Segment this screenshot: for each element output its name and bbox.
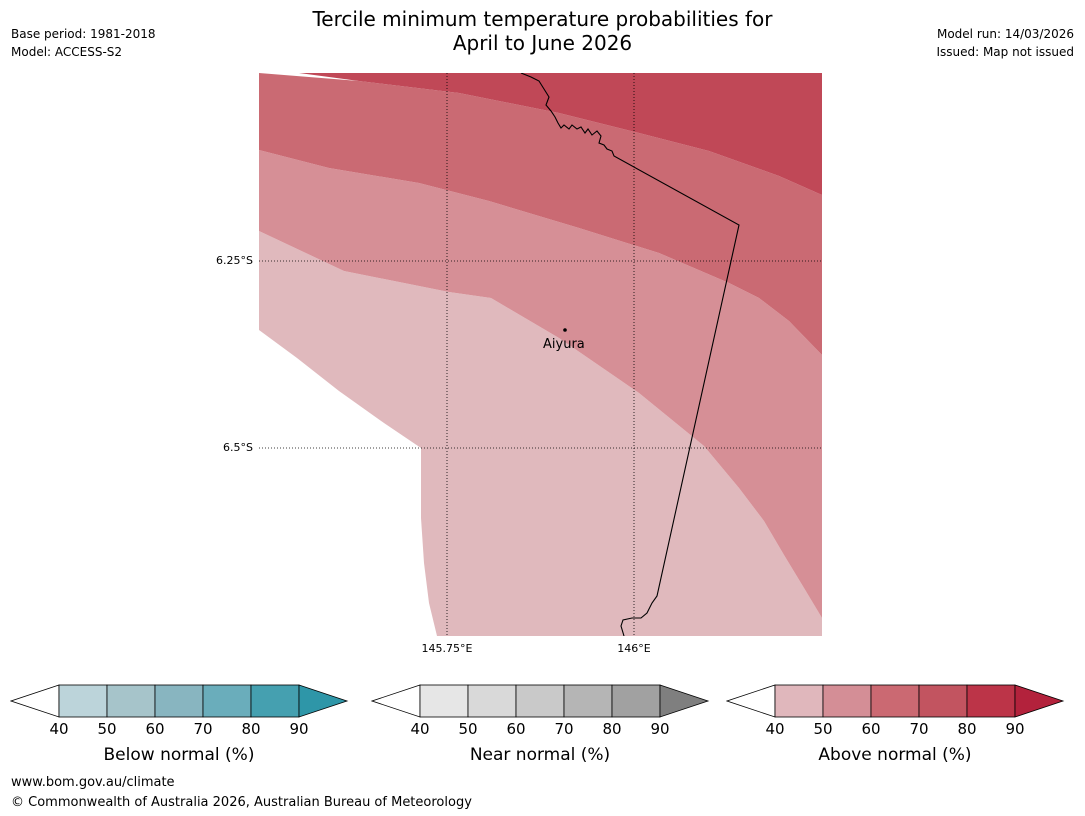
above-tick: 50 bbox=[813, 720, 833, 738]
above-bin-80-90 bbox=[966, 684, 1016, 718]
below-bin-60-70 bbox=[154, 684, 204, 718]
footer-copyright: © Commonwealth of Australia 2026, Austra… bbox=[11, 795, 472, 810]
above-extend-max bbox=[1014, 684, 1065, 718]
above-bin-60-70 bbox=[870, 684, 920, 718]
near-tick: 60 bbox=[506, 720, 526, 738]
colorbar-near-normal bbox=[371, 684, 710, 718]
aiyura-label: Aiyura bbox=[543, 337, 585, 352]
above-tick: 60 bbox=[861, 720, 881, 738]
near-ticks: 40 50 60 70 80 90 bbox=[371, 720, 711, 740]
above-tick: 40 bbox=[765, 720, 785, 738]
meta-left: Base period: 1981-2018 Model: ACCESS-S2 bbox=[11, 25, 156, 61]
zone-above-50-60 bbox=[259, 150, 822, 618]
model-run: Model run: 14/03/2026 bbox=[936, 27, 1074, 41]
model-name: Model: ACCESS-S2 bbox=[11, 45, 123, 59]
footer-website: www.bom.gov.au/climate bbox=[11, 775, 175, 790]
lon-label-145-75: 145.75°E bbox=[421, 642, 473, 655]
zone-above-60-70 bbox=[259, 73, 822, 355]
near-bin-80-90 bbox=[611, 684, 661, 718]
aiyura-marker bbox=[563, 328, 567, 332]
above-tick: 70 bbox=[909, 720, 929, 738]
near-tick: 80 bbox=[602, 720, 622, 738]
base-period: Base period: 1981-2018 bbox=[11, 27, 156, 41]
map-title: Tercile minimum temperature probabilitie… bbox=[0, 7, 1085, 55]
near-tick: 40 bbox=[410, 720, 430, 738]
near-bin-40-50 bbox=[419, 684, 469, 718]
meta-right: Model run: 14/03/2026 Issued: Map not is… bbox=[936, 25, 1074, 61]
below-tick: 80 bbox=[241, 720, 261, 738]
above-bin-70-80 bbox=[918, 684, 968, 718]
near-tick: 50 bbox=[458, 720, 478, 738]
zone-above-70-80 bbox=[299, 73, 822, 195]
lon-label-146: 146°E bbox=[617, 642, 651, 655]
below-tick: 40 bbox=[49, 720, 69, 738]
near-bin-50-60 bbox=[467, 684, 517, 718]
zone-above-40-50 bbox=[259, 231, 822, 636]
below-tick: 90 bbox=[289, 720, 309, 738]
below-extend-max bbox=[298, 684, 349, 718]
near-bin-70-80 bbox=[563, 684, 613, 718]
below-extend-min bbox=[10, 684, 60, 718]
lat-label-6-5: 6.5°S bbox=[223, 441, 253, 454]
above-extend-min bbox=[726, 684, 776, 718]
below-bin-50-60 bbox=[106, 684, 156, 718]
below-title: Below normal (%) bbox=[103, 745, 255, 765]
colorbar-below-normal bbox=[10, 684, 349, 718]
issued-status: Issued: Map not issued bbox=[936, 45, 1074, 59]
probability-map bbox=[259, 73, 822, 636]
near-extend-max bbox=[659, 684, 710, 718]
below-tick: 60 bbox=[145, 720, 165, 738]
colorbar-above-normal bbox=[726, 684, 1065, 718]
near-tick: 90 bbox=[650, 720, 670, 738]
above-ticks: 40 50 60 70 80 90 bbox=[726, 720, 1066, 740]
lat-label-6-25: 6.25°S bbox=[216, 254, 253, 267]
below-tick: 50 bbox=[97, 720, 117, 738]
near-tick: 70 bbox=[554, 720, 574, 738]
near-title: Near normal (%) bbox=[469, 745, 611, 765]
below-tick: 70 bbox=[193, 720, 213, 738]
near-extend-min bbox=[371, 684, 421, 718]
below-bin-80-90 bbox=[250, 684, 300, 718]
above-title: Above normal (%) bbox=[818, 745, 972, 765]
below-bin-70-80 bbox=[202, 684, 252, 718]
near-bin-60-70 bbox=[515, 684, 565, 718]
above-tick: 80 bbox=[957, 720, 977, 738]
below-bin-40-50 bbox=[58, 684, 108, 718]
above-tick: 90 bbox=[1005, 720, 1025, 738]
title-line-2: April to June 2026 bbox=[452, 31, 633, 55]
province-boundary bbox=[520, 73, 740, 636]
title-line-1: Tercile minimum temperature probabilitie… bbox=[312, 7, 773, 31]
above-bin-50-60 bbox=[822, 684, 872, 718]
below-ticks: 40 50 60 70 80 90 bbox=[10, 720, 350, 740]
above-bin-40-50 bbox=[774, 684, 824, 718]
